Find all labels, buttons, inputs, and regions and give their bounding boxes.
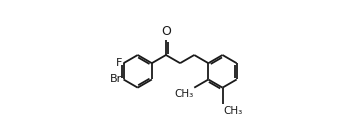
- Text: Br: Br: [110, 75, 122, 84]
- Text: CH₃: CH₃: [174, 89, 193, 99]
- Text: O: O: [161, 25, 171, 38]
- Text: CH₃: CH₃: [223, 106, 242, 116]
- Text: F: F: [116, 58, 122, 68]
